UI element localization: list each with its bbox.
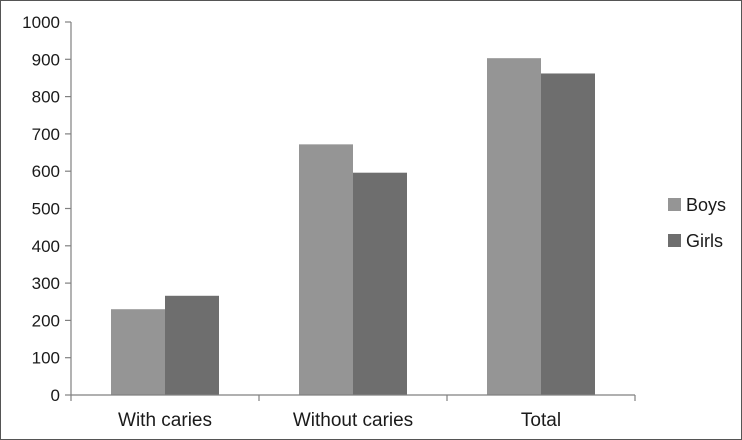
y-tick-label: 1000 [22,13,60,32]
legend-label-boys: Boys [686,195,726,215]
x-category-label: Total [521,410,561,431]
legend-label-girls: Girls [686,231,723,251]
x-category-label: With caries [118,410,212,431]
legend: Boys Girls [668,195,726,251]
bar-girls-with-caries [165,295,219,395]
y-tick-label: 0 [51,386,60,405]
x-axis-labels: With caries Without caries Total [118,410,561,431]
x-category-label: Without caries [293,410,413,431]
y-tick-label: 200 [32,311,60,330]
bar-boys-with-caries [111,309,165,395]
y-tick-label: 700 [32,125,60,144]
y-axis-ticks: 0 100 200 300 400 500 600 700 800 900 1000 [22,13,71,405]
bar-boys-without-caries [299,144,353,395]
y-tick-label: 400 [32,237,60,256]
bar-girls-without-caries [353,172,407,395]
x-axis-ticks [70,395,636,401]
y-tick-label: 500 [32,200,60,219]
legend-swatch-girls [668,234,681,247]
bar-boys-total [487,58,541,395]
y-tick-label: 900 [32,50,60,69]
y-tick-label: 300 [32,274,60,293]
legend-swatch-boys [668,198,681,211]
y-tick-label: 100 [32,349,60,368]
bar-girls-total [541,73,595,395]
y-tick-label: 600 [32,162,60,181]
y-tick-label: 800 [32,88,60,107]
bars-group [111,58,595,395]
